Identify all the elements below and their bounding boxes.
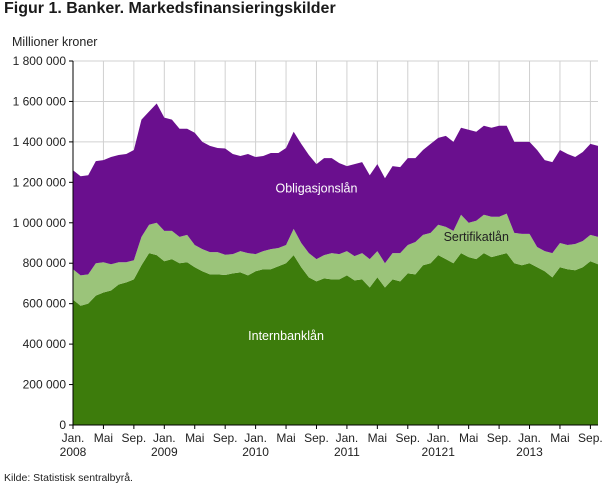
y-tick-label: 800 000 [23, 256, 67, 270]
x-tick-label: Mai [550, 431, 569, 445]
figure-title: Figur 1. Banker. Markedsfinansieringskil… [4, 0, 336, 17]
y-tick-label: 600 000 [23, 297, 67, 311]
x-tick-label: Sep. [213, 431, 238, 445]
y-axis-unit-label: Millioner kroner [12, 35, 98, 49]
area-label-internbanklan: Internbanklån [248, 329, 324, 343]
x-tick-year-label: 2013 [516, 445, 543, 459]
y-tick-label: 1 000 000 [13, 216, 67, 230]
x-tick-label: Sep. [304, 431, 329, 445]
area-labels: Obligasjonslån Sertifikatlån Internbanklån [248, 181, 509, 343]
x-tick-label: Sep. [487, 431, 512, 445]
x-tick-year-label: 20121 [422, 445, 456, 459]
series-areas [73, 103, 598, 425]
y-tick-label: 0 [59, 418, 66, 432]
x-tick-label: Mai [94, 431, 113, 445]
x-tick-label: Jan. [153, 431, 176, 445]
source-note: Kilde: Statistisk sentralbyrå. [4, 472, 133, 484]
x-tick-year-label: 2011 [334, 445, 360, 459]
x-tick-label: Jan. [518, 431, 541, 445]
x-tick-label: Jan. [336, 431, 359, 445]
y-tick-label: 400 000 [23, 337, 67, 351]
x-tick-label: Mai [185, 431, 204, 445]
y-tick-label: 1 400 000 [13, 135, 67, 149]
x-tick-year-label: 2009 [151, 445, 178, 459]
x-tick-year-label: 2010 [242, 445, 269, 459]
y-tick-label: 1 800 000 [13, 54, 67, 68]
x-tick-label: Mai [368, 431, 387, 445]
x-tick-year-label: 2008 [60, 445, 87, 459]
x-tick-label: Mai [459, 431, 478, 445]
x-tick-label: Mai [276, 431, 295, 445]
y-tick-label: 1 200 000 [13, 175, 67, 189]
axes [69, 60, 598, 429]
x-tick-label: Jan. [244, 431, 267, 445]
stacked-area-chart: 0 200 000 400 000 600 000 800 000 1 000 000 1 … [13, 54, 603, 459]
x-tick-label: Sep. [395, 431, 420, 445]
x-tick-label: Sep. [578, 431, 603, 445]
area-label-sertifikatlan: Sertifikatlån [444, 230, 509, 244]
x-tick-label: Jan. [62, 431, 85, 445]
area-sertifikatlan [73, 213, 598, 306]
y-tick-label: 1 600 000 [13, 94, 67, 108]
area-internbanklan [73, 253, 598, 425]
x-tick-label: Sep. [122, 431, 147, 445]
y-tick-labels: 0 200 000 400 000 600 000 800 000 1 000 000 1 … [13, 54, 67, 432]
y-tick-label: 200 000 [23, 378, 67, 392]
area-obligasjonslan [73, 103, 598, 276]
area-label-obligasjonslan: Obligasjonslån [275, 181, 357, 195]
x-tick-label: Jan. [427, 431, 450, 445]
